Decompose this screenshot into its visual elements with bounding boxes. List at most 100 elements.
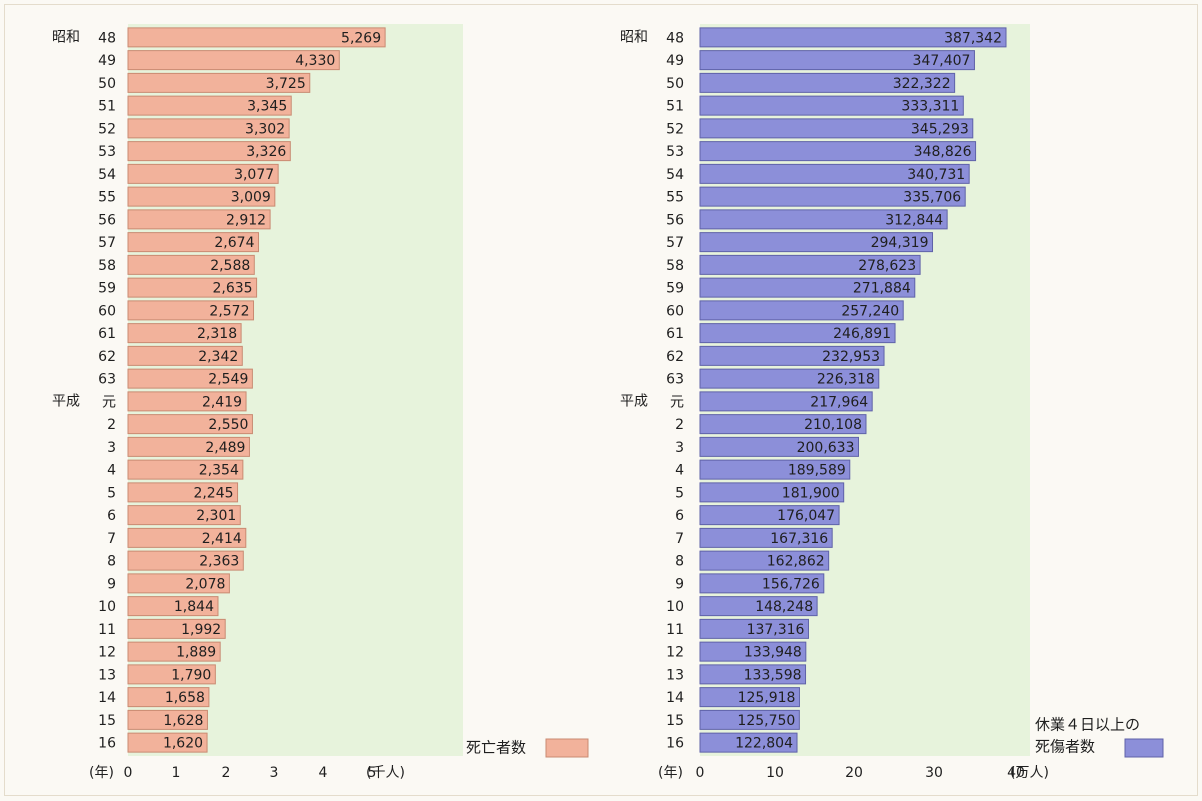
chart2-bar	[699, 118, 974, 139]
chart2-category-label: 9	[675, 576, 684, 592]
chart1-era-label-showa: 昭和	[52, 29, 80, 45]
chart2-value-label: 133,948	[744, 645, 802, 661]
chart2-category-label: 13	[666, 667, 684, 683]
chart1-category-label: 4	[107, 463, 116, 479]
chart1-x-tick-label: 5	[368, 765, 377, 781]
chart2-bar	[699, 72, 956, 93]
chart2-category-label: 54	[666, 167, 684, 183]
chart1-category-label: 55	[98, 190, 116, 206]
chart2-category-label: 11	[666, 622, 684, 638]
chart2-bar	[699, 163, 970, 184]
chart1-category-label: 9	[107, 576, 116, 592]
chart1-bar	[127, 550, 244, 571]
chart2-value-label: 137,316	[747, 622, 805, 638]
chart1-bar	[127, 163, 279, 184]
chart1-bar	[127, 368, 253, 389]
chart2-bar	[699, 505, 840, 526]
chart2-x-tick-label: 0	[696, 765, 705, 781]
chart1-bar	[127, 732, 208, 753]
chart2-value-label: 257,240	[841, 303, 899, 319]
chart1-category-label: 13	[98, 667, 116, 683]
chart2-value-label: 176,047	[777, 508, 835, 524]
chart2-category-label: 60	[666, 303, 684, 319]
chart2-bar	[699, 27, 1007, 48]
chart1-bar	[127, 618, 226, 639]
chart2-value-label: 246,891	[833, 326, 891, 342]
chart2-category-label: 12	[666, 645, 684, 661]
chart1-bar	[127, 277, 258, 298]
chart2-legend-label: 休業４日以上の	[1035, 716, 1140, 734]
chart1-value-label: 3,077	[234, 167, 274, 183]
chart2-value-label: 125,918	[738, 690, 796, 706]
chart1-value-label: 2,301	[196, 508, 236, 524]
chart1-bar	[127, 391, 247, 412]
chart1-category-label: 62	[98, 349, 116, 365]
chart2-category-label: 2	[675, 417, 684, 433]
chart2-category-label: 63	[666, 372, 684, 388]
chart2-bar	[699, 618, 809, 639]
chart2-bar	[699, 141, 977, 162]
chart2-value-label: 294,319	[871, 235, 929, 251]
chart2-category-label: 元	[670, 394, 684, 410]
chart2-bar	[699, 573, 825, 594]
chart1-value-label: 2,245	[193, 485, 233, 501]
chart1-value-label: 2,414	[202, 531, 242, 547]
chart1-category-label: 10	[98, 599, 116, 615]
chart2-category-label: 7	[675, 531, 684, 547]
chart1-value-label: 3,009	[231, 190, 271, 206]
chart1-legend-label: 死亡者数	[466, 739, 526, 757]
chart2-value-label: 217,964	[810, 394, 868, 410]
chart1-x-prefix: (年)	[89, 765, 114, 781]
chart2-category-label: 56	[666, 212, 684, 228]
chart2-category-label: 5	[675, 485, 684, 501]
chart2-x-tick-label: 30	[925, 765, 943, 781]
chart2-bar	[699, 687, 800, 708]
chart2-value-label: 232,953	[822, 349, 880, 365]
chart2-x-tick-label: 10	[766, 765, 784, 781]
chart1-category-label: 11	[98, 622, 116, 638]
chart1-value-label: 3,302	[245, 121, 285, 137]
chart2-bar	[699, 414, 867, 435]
chart2-value-label: 278,623	[858, 258, 916, 274]
chart2-legend-label: 死傷者数	[1035, 738, 1095, 756]
chart1-x-tick-label: 1	[172, 765, 181, 781]
chart2-bar	[699, 664, 807, 685]
chart1-bar	[127, 95, 292, 116]
chart1-category-label: 元	[102, 394, 116, 410]
chart1-category-label: 16	[98, 736, 116, 752]
chart1-category-label: 63	[98, 372, 116, 388]
chart1-value-label: 1,620	[163, 736, 203, 752]
chart1-category-label: 12	[98, 645, 116, 661]
chart1-category-label: 54	[98, 167, 116, 183]
chart2-value-label: 335,706	[903, 190, 961, 206]
chart2-bar	[699, 391, 873, 412]
chart1-value-label: 2,572	[209, 303, 249, 319]
chart2-bar	[699, 50, 975, 71]
chart1-value-label: 2,419	[202, 394, 242, 410]
chart1-bar	[127, 254, 255, 275]
chart2-bar	[699, 436, 860, 457]
chart1-bar	[127, 596, 219, 617]
chart2-value-label: 348,826	[914, 144, 972, 160]
chart2-bar	[699, 550, 830, 571]
chart1-bar	[127, 72, 311, 93]
chart2-value-label: 167,316	[770, 531, 828, 547]
chart1-x-tick-label: 3	[270, 765, 279, 781]
chart1-value-label: 2,674	[214, 235, 254, 251]
chart1-value-label: 2,550	[208, 417, 248, 433]
chart2-x-tick-label: 20	[845, 765, 863, 781]
chart1-bar	[127, 505, 241, 526]
chart1-category-label: 49	[98, 53, 116, 69]
chart2-bar	[699, 482, 845, 503]
chart2-era-label-heisei: 平成	[620, 393, 648, 409]
chart2-category-label: 59	[666, 281, 684, 297]
chart1-bar	[127, 300, 255, 321]
chart2-category-label: 57	[666, 235, 684, 251]
chart1-bar	[127, 573, 230, 594]
chart1-category-label: 48	[98, 30, 116, 46]
chart2-value-label: 271,884	[853, 281, 911, 297]
chart1-value-label: 2,078	[185, 576, 225, 592]
chart2-category-label: 6	[675, 508, 684, 524]
chart2-category-label: 16	[666, 736, 684, 752]
